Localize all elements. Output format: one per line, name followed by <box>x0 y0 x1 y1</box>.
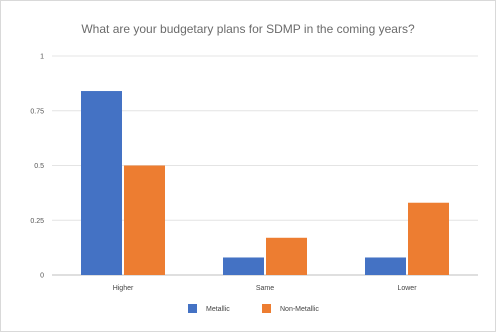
gridlines <box>52 55 478 276</box>
legend-swatch <box>262 304 271 313</box>
bar-metallic-lower <box>365 257 406 275</box>
y-tick-label: 0.25 <box>30 218 44 225</box>
x-category-label: Same <box>256 285 274 292</box>
legend-swatch <box>188 304 197 313</box>
x-category-label: Higher <box>113 285 134 292</box>
legend-label: Non-Metallic <box>280 306 319 313</box>
bar-metallic-same <box>223 257 264 275</box>
category-labels: Higher Same Lower <box>113 285 418 292</box>
legend: Metallic Non-Metallic <box>188 304 319 313</box>
y-tick-label: 0.75 <box>30 108 44 115</box>
y-tick-label: 1 <box>40 54 44 61</box>
y-tick-label: 0.5 <box>34 163 44 170</box>
chart-title: What are your budgetary plans for SDMP i… <box>81 22 415 36</box>
legend-label: Metallic <box>206 306 230 313</box>
bar-non-metallic-higher <box>124 165 165 275</box>
y-tick-label: 0 <box>40 273 44 280</box>
bar-metallic-higher <box>81 91 122 275</box>
y-axis-ticks: 0 0.25 0.5 0.75 1 <box>30 54 44 280</box>
bar-non-metallic-lower <box>408 202 449 275</box>
x-category-label: Lower <box>397 285 417 292</box>
bars <box>81 91 449 275</box>
bar-non-metallic-same <box>266 237 307 275</box>
